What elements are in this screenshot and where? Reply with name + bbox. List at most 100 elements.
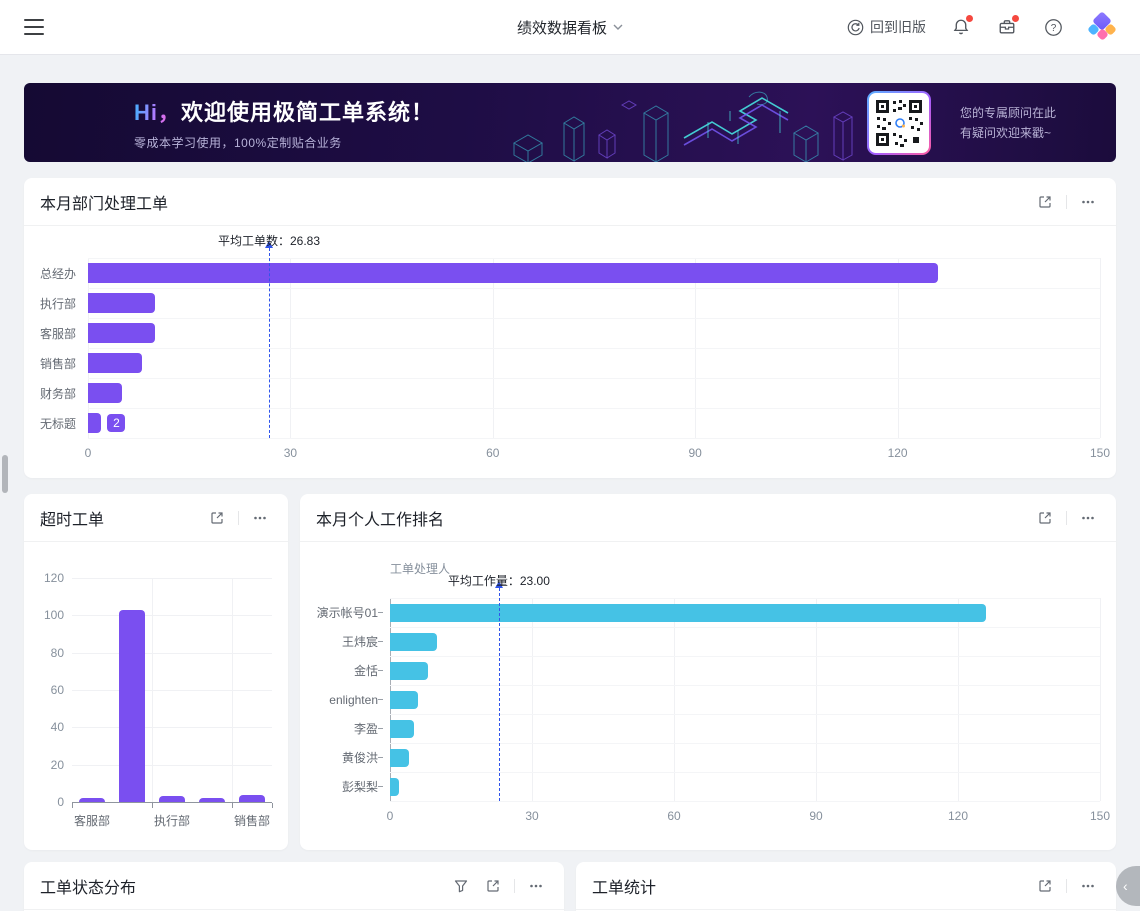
category-label: 彭梨梨 <box>341 780 378 794</box>
bar <box>88 413 102 433</box>
back-to-old-version-button[interactable]: 回到旧版 <box>847 17 926 37</box>
chevron-down-icon <box>613 24 623 30</box>
gridline-horizontal <box>390 598 1100 599</box>
bar <box>239 794 265 802</box>
status-distribution-card: 工单状态分布 <box>24 862 564 911</box>
category-label: 黄俊洪 <box>341 751 378 765</box>
gridline-vertical <box>958 598 959 801</box>
category-label: 销售部 <box>40 356 77 371</box>
stats-card-title: 工单统计 <box>592 879 657 897</box>
bar <box>390 632 438 651</box>
gridline-vertical <box>152 578 153 802</box>
gridline-horizontal <box>72 578 272 579</box>
chart-row: 王炜宸 <box>316 627 1100 656</box>
gridline-horizontal <box>390 685 1100 686</box>
more-options-icon[interactable] <box>248 506 272 530</box>
bar <box>390 777 400 796</box>
bar <box>390 661 428 680</box>
expand-icon[interactable] <box>1033 874 1057 898</box>
category-label: 执行部 <box>40 296 77 311</box>
dashboard-title-dropdown[interactable]: 绩效数据看板 <box>517 0 623 54</box>
axis-tick <box>378 641 383 642</box>
gridline-horizontal <box>390 801 1100 802</box>
app-logo[interactable] <box>1087 11 1117 41</box>
gridline-horizontal <box>390 743 1100 744</box>
category-label: 无标题 <box>40 416 77 431</box>
filter-icon[interactable] <box>449 874 473 898</box>
svg-text:?: ? <box>1050 23 1056 34</box>
chart-row: 演示帐号01 <box>316 598 1100 627</box>
chart-row: 销售部 <box>40 348 1100 378</box>
y-axis-tick-label: 80 <box>50 645 64 660</box>
chart-row: 执行部 <box>40 288 1100 318</box>
bar <box>390 603 987 622</box>
workorder-inbox-button[interactable] <box>996 15 1019 38</box>
x-axis-tick-label: 150 <box>1089 446 1111 460</box>
gridline-vertical <box>816 598 817 801</box>
help-button[interactable]: ? <box>1042 16 1064 38</box>
chart-gridlines <box>390 598 1101 802</box>
ranking-x-axis: 0 30 60 90 120 150 <box>387 801 1110 841</box>
stats-card-header: 工单统计 <box>576 862 1116 910</box>
qr-caption-line1: 您的专属顾问在此 <box>959 106 1056 120</box>
briefcase-icon <box>999 20 1015 34</box>
expand-icon[interactable] <box>1033 190 1057 214</box>
gridline-horizontal <box>88 318 1100 319</box>
average-label: 平均工作量：23.00 <box>447 574 550 588</box>
category-label: 李盈 <box>353 722 378 736</box>
category-label: 执行部 <box>153 814 191 828</box>
qr-caption-line2: 有疑问欢迎来戳~ <box>959 126 1051 140</box>
category-label: 金恬 <box>353 664 378 678</box>
category-label: 销售部 <box>233 814 271 828</box>
divider <box>1066 878 1067 893</box>
x-axis-tick-label: 30 <box>283 446 298 460</box>
more-options-icon[interactable] <box>1076 190 1100 214</box>
expand-icon[interactable] <box>205 506 229 530</box>
chart-row: enlighten <box>316 685 1100 714</box>
axis-tick <box>152 803 153 808</box>
axis-tick <box>378 612 383 613</box>
category-label: 客服部 <box>73 814 111 828</box>
gridline-horizontal <box>88 288 1100 289</box>
axis-tick <box>232 803 233 808</box>
y-axis-tick-label: 20 <box>50 757 64 772</box>
bar <box>88 323 156 343</box>
chart-row: 财务部 <box>40 378 1100 408</box>
category-label: 客服部 <box>40 326 77 341</box>
banner-text: Hi，欢迎使用极简工单系统！ 零成本学习使用，100%定制贴合业务 <box>134 95 434 151</box>
more-options-icon[interactable] <box>1076 506 1100 530</box>
notifications-button[interactable] <box>950 15 973 38</box>
more-options-icon[interactable] <box>524 874 548 898</box>
chart-row: 彭梨梨 <box>316 772 1100 801</box>
welcome-banner: Hi，欢迎使用极简工单系统！ 零成本学习使用，100%定制贴合业务 <box>24 83 1116 162</box>
expand-icon[interactable] <box>1033 506 1057 530</box>
gridline-horizontal <box>72 652 272 654</box>
qr-pattern <box>876 100 923 147</box>
ranking-bar-chart: 演示帐号01 王炜宸 金恬 enlighten 李盈 黄俊洪 彭梨梨 工单处理人 平均工作量：2… <box>300 542 1116 841</box>
menu-icon[interactable] <box>24 19 44 35</box>
axis-tick <box>72 803 73 808</box>
ranking-card: 本月个人工作排名 演示帐号01 王炜宸 金恬 enlighten 李盈 黄俊洪 彭梨梨 工单处… <box>300 494 1116 850</box>
axis-tick <box>378 728 383 729</box>
gridline-horizontal <box>72 764 272 766</box>
value-badge: 2 <box>107 414 126 432</box>
dept-workorders-card: 本月部门处理工单 总经办 执行部 客服部 销售部 财务部 无标题 2 平均工单数：26.83 … <box>24 178 1116 478</box>
dashboard-content: Hi，欢迎使用极简工单系统！ 零成本学习使用，100%定制贴合业务 <box>0 83 1140 911</box>
banner-subtitle: 零成本学习使用，100%定制贴合业务 <box>134 136 342 150</box>
more-options-icon[interactable] <box>1076 874 1100 898</box>
x-axis-tick-label: 150 <box>1089 809 1111 823</box>
help-icon: ? <box>1044 18 1062 36</box>
gridline-vertical <box>1100 258 1101 438</box>
notification-dot <box>966 15 973 22</box>
overtime-y-axis: 0 20 40 60 80 100 120 <box>40 571 64 809</box>
bar <box>390 748 409 767</box>
category-label: 演示帐号01 <box>316 606 378 620</box>
page-title: 绩效数据看板 <box>516 19 608 37</box>
gridline-horizontal <box>72 615 272 617</box>
status-card-title: 工单状态分布 <box>40 879 137 897</box>
overtime-x-axis: 客服部 执行部 销售部 <box>72 803 272 837</box>
expand-icon[interactable] <box>481 874 505 898</box>
page-scrollbar-thumb[interactable] <box>2 455 8 493</box>
consultant-qr-code <box>867 91 931 155</box>
